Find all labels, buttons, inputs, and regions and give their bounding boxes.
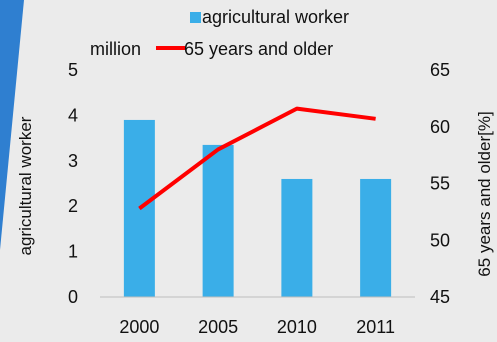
legend-label-line: 65 years and older bbox=[184, 39, 333, 59]
left-tick-label: 0 bbox=[68, 287, 78, 307]
right-tick-label: 60 bbox=[430, 117, 450, 137]
x-tick-label: 2011 bbox=[356, 317, 395, 337]
right-tick-label: 45 bbox=[430, 287, 450, 307]
right-axis-ticks: 45 50 55 60 65 bbox=[430, 60, 450, 307]
bar-2010 bbox=[281, 178, 313, 297]
line-65-years-and-older bbox=[138, 106, 376, 211]
x-tick-label: 2005 bbox=[198, 317, 238, 337]
right-tick-label: 55 bbox=[430, 174, 450, 194]
legend: agricultural worker million 65 years and… bbox=[90, 7, 349, 59]
x-tick-label: 2000 bbox=[119, 317, 159, 337]
bar-2011 bbox=[360, 178, 392, 297]
left-tick-label: 1 bbox=[68, 242, 78, 262]
left-axis-ticks: 0 1 2 3 4 5 bbox=[68, 60, 78, 307]
right-tick-label: 65 bbox=[430, 60, 450, 80]
left-tick-label: 4 bbox=[68, 105, 78, 125]
line-series bbox=[138, 106, 376, 211]
bar-series bbox=[123, 119, 392, 297]
left-tick-label: 5 bbox=[68, 60, 78, 80]
left-tick-label: 2 bbox=[68, 196, 78, 216]
legend-swatch-bar bbox=[190, 12, 201, 23]
left-axis-title: agricultural worker bbox=[16, 116, 35, 255]
unit-label: million bbox=[90, 39, 141, 59]
decorative-stripe bbox=[0, 0, 24, 250]
legend-label-bar: agricultural worker bbox=[202, 7, 349, 27]
bar-2005 bbox=[202, 144, 234, 297]
right-tick-label: 50 bbox=[430, 230, 450, 250]
x-tick-label: 2010 bbox=[277, 317, 317, 337]
left-tick-label: 3 bbox=[68, 151, 78, 171]
x-axis-ticks: 2000 2005 2010 2011 bbox=[119, 317, 395, 337]
right-axis-title: 65 years and older[%] bbox=[475, 111, 494, 276]
